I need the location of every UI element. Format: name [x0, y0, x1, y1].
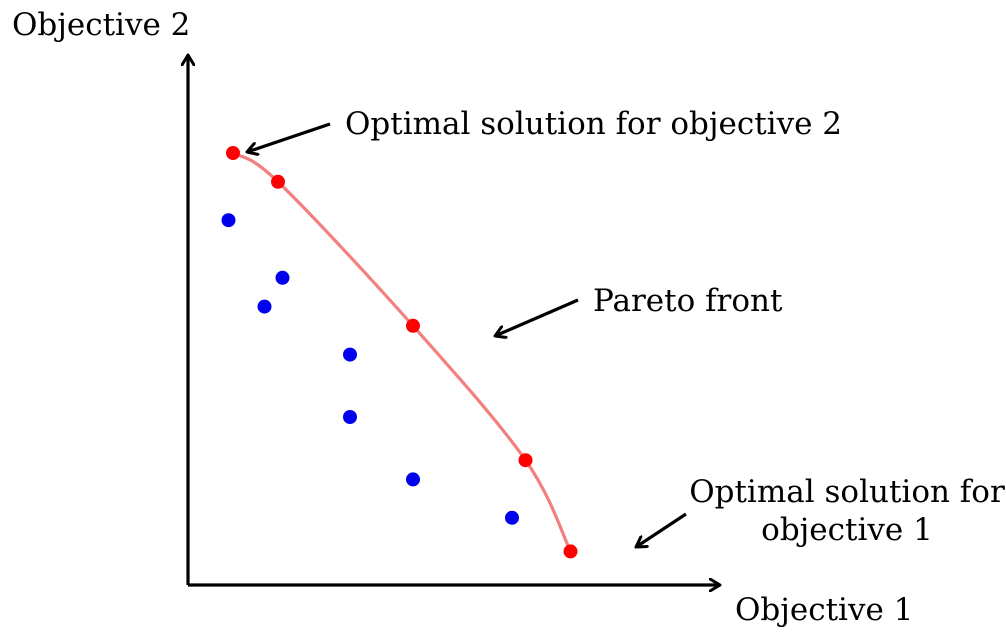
pareto-arrow [495, 298, 579, 336]
obj2-arrow [247, 122, 331, 152]
dominated-point-3 [257, 299, 272, 314]
y-axis-label: Objective 2 [12, 7, 190, 43]
dominated-point-6 [406, 472, 420, 487]
pareto-point-4 [518, 453, 533, 468]
obj2-annotation: Optimal solution for objective 2 [345, 106, 842, 142]
pareto-point-1 [226, 146, 240, 160]
pareto-point-3 [406, 318, 420, 333]
dominated-points [221, 213, 519, 525]
pareto-front-curve [232, 151, 572, 553]
dominated-point-2 [275, 270, 290, 285]
pareto-point-5 [563, 544, 578, 559]
dominated-point-4 [343, 347, 357, 362]
obj1-annotation-line1: Optimal solution for [689, 474, 1005, 510]
pareto-point-2 [271, 174, 285, 189]
x-axis-label: Objective 1 [735, 592, 913, 628]
obj1-annotation-line2: objective 1 [761, 512, 933, 548]
pareto-points [226, 146, 578, 559]
dominated-point-1 [221, 213, 236, 228]
dominated-point-5 [343, 410, 357, 424]
pareto-front-annotation: Pareto front [593, 283, 783, 319]
dominated-point-7 [505, 510, 519, 525]
obj1-arrow [636, 512, 687, 547]
